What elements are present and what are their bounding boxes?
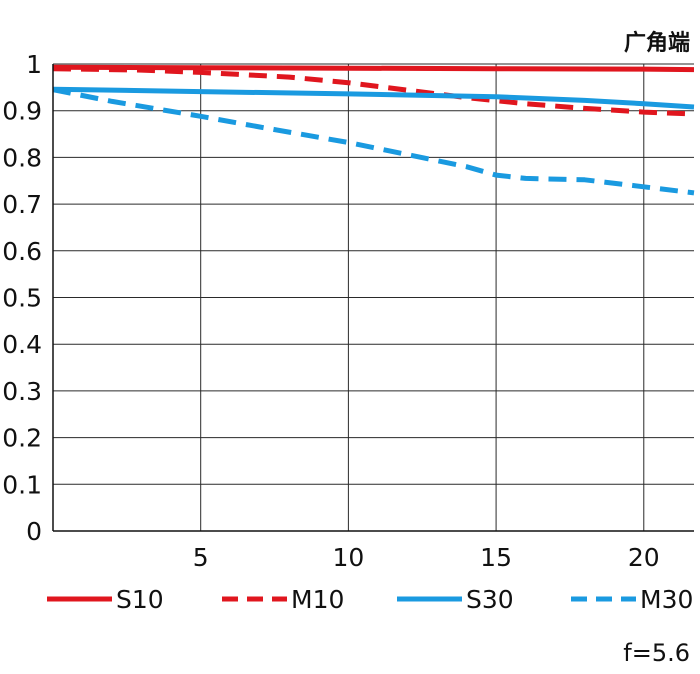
legend-label-s10: S10: [116, 585, 164, 614]
legend-label-s30: S30: [466, 585, 514, 614]
series-line-m10: [52, 66, 695, 117]
series-line-m30: [52, 87, 695, 196]
y-tick-label: 0.1: [2, 470, 42, 499]
y-tick-label: 0.6: [2, 237, 42, 266]
aperture-note: f=5.6: [623, 639, 690, 667]
chart-title: 广角端: [624, 30, 690, 56]
series-line-s30: [52, 86, 695, 110]
y-tick-label: 0.9: [2, 97, 42, 126]
series-lines: [52, 64, 695, 196]
y-tick-label: 0.4: [2, 330, 42, 359]
x-tick-label: 5: [193, 543, 209, 572]
axes: 00.10.20.30.40.50.60.70.80.915 10 15 20: [2, 50, 694, 572]
y-tick-label: 0.8: [2, 143, 42, 172]
y-tick-label: 1: [26, 50, 42, 79]
series-line-s10: [52, 64, 695, 73]
grid: [53, 63, 694, 532]
legend-label-m10: M10: [291, 585, 344, 614]
x-tick-label: 20: [628, 543, 660, 572]
y-tick-label: 0.3: [2, 377, 42, 406]
legend: S10 M10 S30 M30: [47, 585, 693, 614]
y-tick-label: 0.2: [2, 424, 42, 453]
legend-label-m30: M30: [640, 585, 693, 614]
x-tick-label: 15: [480, 543, 512, 572]
y-tick-label: 0.5: [2, 284, 42, 313]
y-tick-label: 0: [26, 517, 42, 546]
y-tick-label: 0.7: [2, 190, 42, 219]
x-tick-label: 10: [332, 543, 364, 572]
